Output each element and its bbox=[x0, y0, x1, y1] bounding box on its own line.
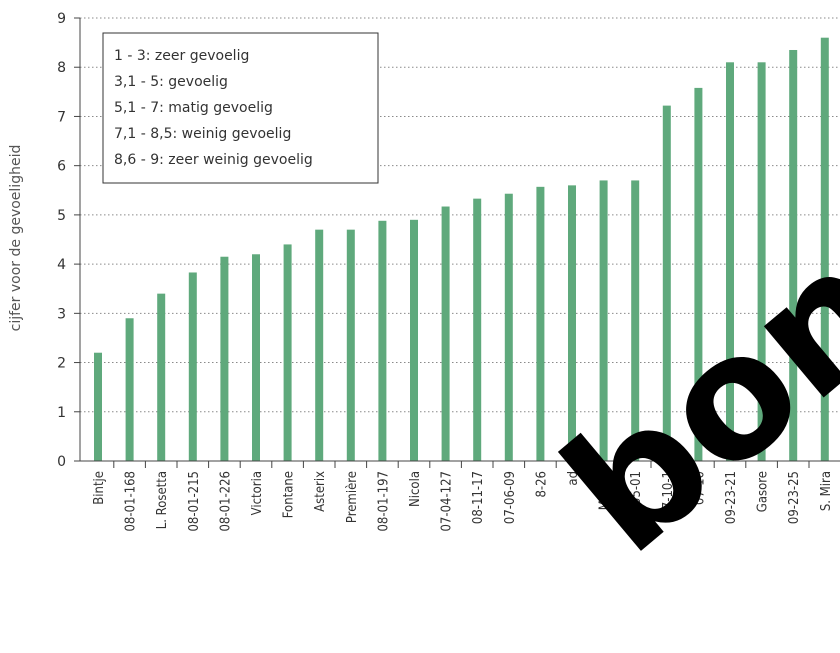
x-tick-label: Nicola bbox=[408, 471, 423, 507]
gridlines bbox=[74, 17, 840, 462]
bar bbox=[726, 62, 734, 462]
y-tick-label: 9 bbox=[57, 11, 66, 27]
x-tick-label: L. Rosetta bbox=[155, 471, 170, 529]
legend-entry: 8,6 - 9: zeer weinig gevoelig bbox=[114, 152, 313, 168]
y-tick-label: 1 bbox=[57, 405, 66, 421]
x-tick-label: 09-23-21 bbox=[724, 471, 739, 524]
bar bbox=[220, 256, 229, 461]
bar bbox=[441, 206, 450, 461]
legend-entry: 5,1 - 7: matig gevoelig bbox=[114, 100, 273, 116]
x-category-labels: Bintje 08-01-168 L. Rosetta 08-01-215 08-01-… bbox=[92, 471, 834, 532]
legend-entry: 7,1 - 8,5: weinig gevoelig bbox=[114, 126, 291, 142]
x-tick-label: 07-04-127 bbox=[440, 471, 455, 532]
bar bbox=[410, 219, 418, 461]
x-tick-label: Bintje bbox=[92, 471, 107, 505]
bar bbox=[473, 198, 482, 461]
x-tick-label: Fontane bbox=[282, 471, 297, 518]
x-tick-label: Asterix bbox=[313, 471, 328, 512]
x-tick-label: 08-11-17 bbox=[471, 471, 486, 524]
legend-entry: 3,1 - 5: gevoelig bbox=[114, 74, 228, 90]
y-tick-label: 6 bbox=[57, 159, 66, 175]
y-tick-label: 4 bbox=[57, 257, 66, 273]
bar bbox=[157, 293, 166, 461]
x-tick-label: 07-06-09 bbox=[503, 471, 518, 524]
x-tick-label: Victoria bbox=[250, 471, 265, 515]
legend-box bbox=[102, 32, 379, 184]
bar bbox=[378, 220, 387, 461]
bar bbox=[504, 193, 513, 461]
y-tick-label: 0 bbox=[57, 454, 66, 470]
bar bbox=[94, 352, 102, 461]
bar bbox=[820, 37, 829, 461]
bar bbox=[536, 186, 545, 462]
y-tick-label: 3 bbox=[57, 306, 66, 322]
x-tick-label: 8-26 bbox=[534, 471, 549, 498]
y-tick-label: 5 bbox=[57, 208, 66, 224]
x-tick-label: Gasore bbox=[756, 471, 771, 512]
x-tick-label: ad bbox=[566, 471, 581, 486]
bar bbox=[789, 49, 798, 461]
x-tick-label: 07-10 bbox=[692, 471, 707, 505]
x-tick-label: 08-01-168 bbox=[124, 471, 139, 532]
x-tick-label: Markie bbox=[598, 471, 613, 510]
bar bbox=[631, 180, 640, 461]
bar bbox=[315, 229, 324, 461]
x-tick-label: 08-01-197 bbox=[376, 471, 391, 532]
bars bbox=[94, 37, 829, 462]
y-tick-label: 7 bbox=[57, 109, 66, 125]
bar bbox=[346, 229, 355, 461]
y-tick-label: 8 bbox=[57, 60, 66, 76]
bar bbox=[662, 105, 671, 462]
bar bbox=[757, 62, 766, 462]
bar bbox=[694, 87, 703, 461]
x-tick-label: S. Mira bbox=[819, 471, 834, 511]
bar bbox=[125, 318, 134, 461]
x-tick-label: 08-01-226 bbox=[218, 471, 233, 532]
bar bbox=[568, 185, 576, 461]
legend-entry: 1 - 3: zeer gevoelig bbox=[114, 48, 249, 64]
bar bbox=[252, 254, 260, 461]
bar bbox=[599, 180, 608, 461]
x-tick-label: 09-23-25 bbox=[787, 471, 802, 524]
bar bbox=[283, 244, 292, 461]
legend: 1 - 3: zeer gevoelig 3,1 - 5: gevoelig 5… bbox=[102, 32, 379, 184]
x-tick-label: 08-01-215 bbox=[187, 471, 202, 532]
x-tick-label: 05-01 bbox=[629, 471, 644, 505]
y-tick-labels: 0 1 2 3 4 5 6 7 8 9 bbox=[57, 11, 66, 470]
y-axis-title: cijfer voor de gevoeligheid bbox=[8, 145, 24, 332]
y-tick-label: 2 bbox=[57, 356, 66, 372]
x-tick-label: Première bbox=[345, 471, 360, 523]
x-tick-label: 07-10-1 bbox=[661, 471, 676, 517]
bar bbox=[188, 272, 197, 461]
axes bbox=[79, 18, 840, 468]
